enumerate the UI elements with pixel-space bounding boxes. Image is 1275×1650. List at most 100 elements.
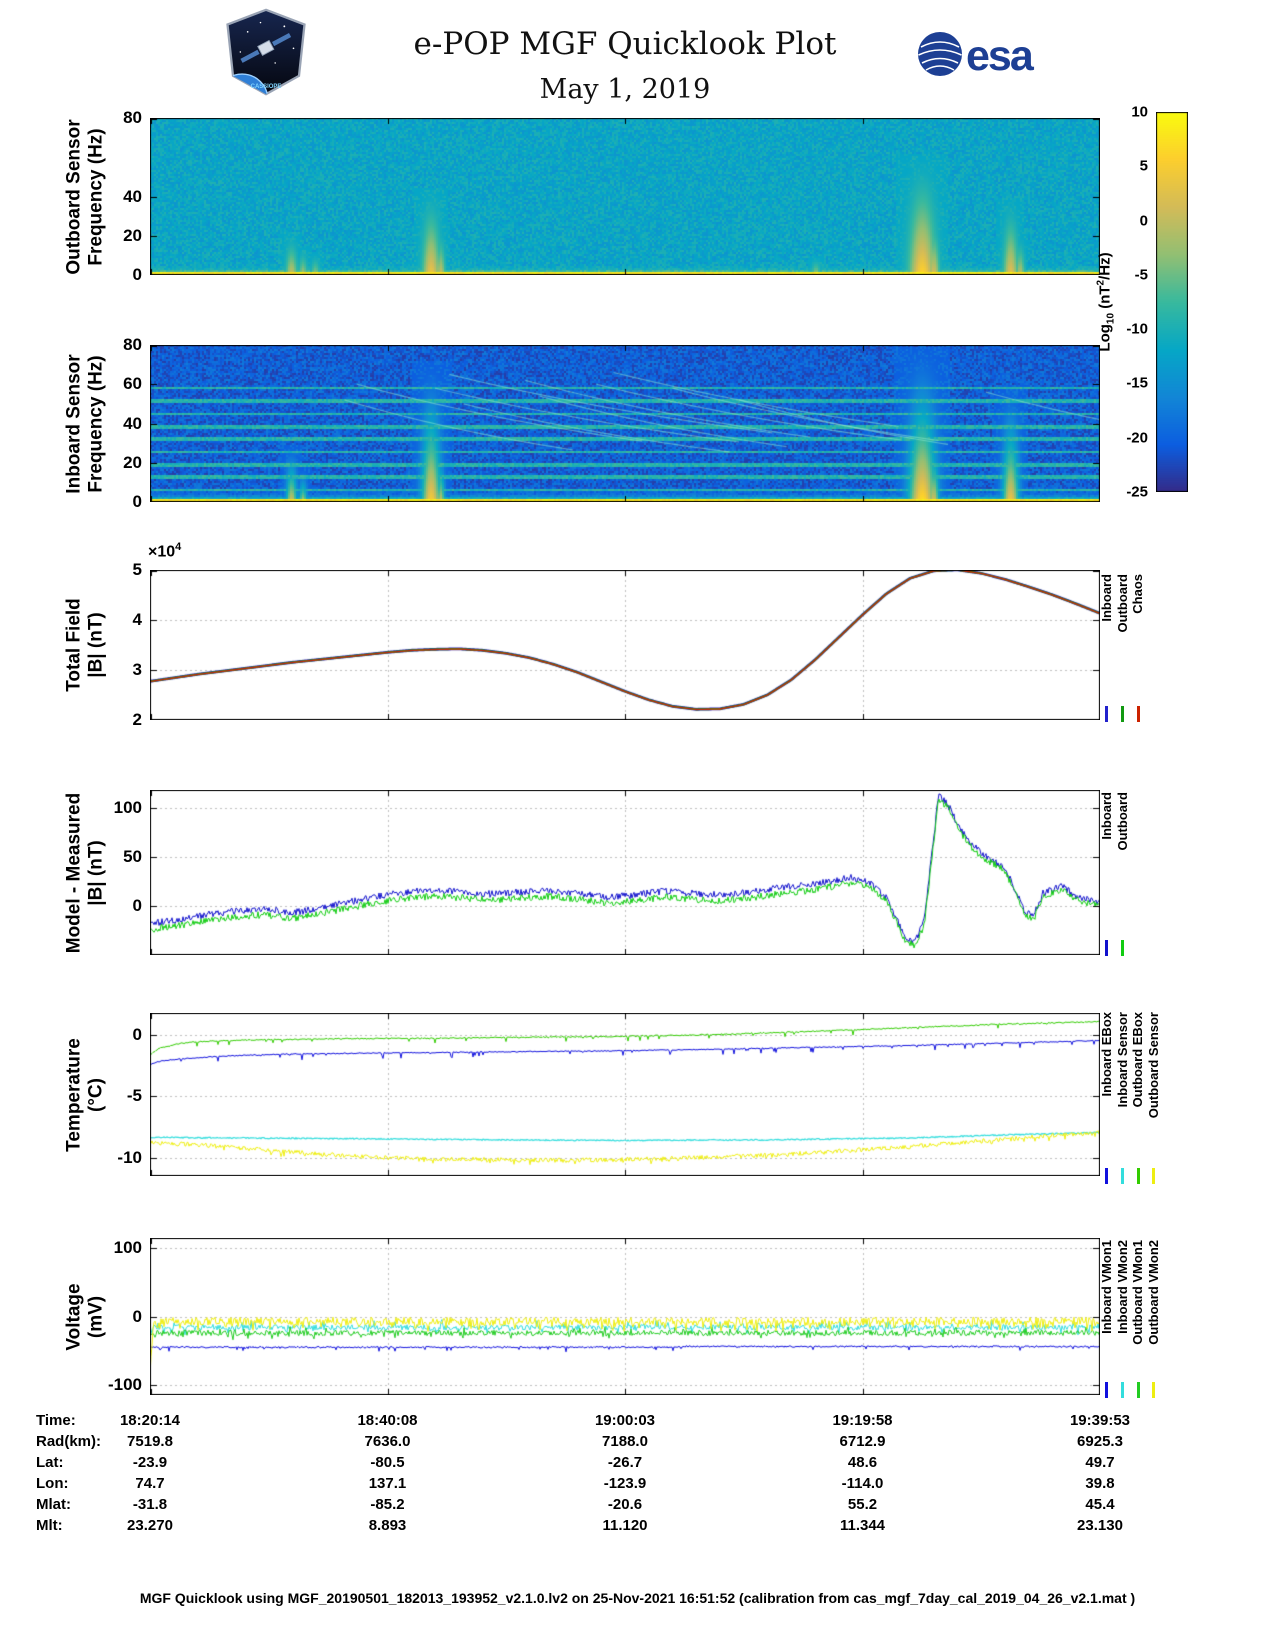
legend-item: Inboard VMon2 (1114, 1240, 1130, 1398)
y-tick-label: -10 (117, 1147, 142, 1167)
legend-line-sample (1152, 1168, 1156, 1184)
ephemeris-value: 7519.8 (127, 1433, 173, 1450)
colorbar-tick-label: 0 (1139, 212, 1148, 230)
y-tick-label: 0 (132, 492, 142, 511)
ephemeris-value: 39.8 (1085, 1475, 1115, 1492)
ephemeris-value: 11.120 (602, 1517, 648, 1534)
legend-label: Outboard (1114, 792, 1130, 851)
legend-item: Inboard (1099, 574, 1114, 722)
ephemeris-value: 11.344 (839, 1517, 886, 1534)
legend-item: Inboard VMon1 (1099, 1240, 1114, 1398)
y-tick-label: 0 (132, 895, 142, 915)
ephemeris-value: -123.9 (603, 1475, 647, 1492)
legend-item: Outboard (1115, 574, 1130, 722)
total-field-legend: Inboard Outboard Chaos (1099, 574, 1145, 722)
legend-line-sample (1105, 1382, 1109, 1398)
legend-label: Inboard EBox (1099, 1012, 1114, 1097)
y-tick-label: 50 (123, 846, 142, 866)
ephemeris-value: 23.130 (1077, 1517, 1123, 1534)
legend-line-sample (1120, 706, 1124, 722)
inboard-spectrogram-canvas (150, 345, 1100, 502)
ephemeris-value: 45.4 (1085, 1496, 1115, 1513)
legend-line-sample (1136, 1382, 1140, 1398)
footer-caption: MGF Quicklook using MGF_20190501_182013_… (139, 1590, 1136, 1606)
colorbar-tick-label: -5 (1134, 266, 1148, 284)
colorbar-tick-label: 5 (1139, 157, 1148, 175)
esa-globe-icon (918, 32, 962, 76)
legend-item: Chaos (1130, 574, 1145, 722)
ephemeris-value: -114.0 (841, 1475, 884, 1492)
voltage-canvas (150, 1238, 1100, 1395)
legend-label: Outboard VMon1 (1130, 1240, 1146, 1345)
total-field-canvas (150, 570, 1100, 720)
ephemeris-value: 18:40:08 (357, 1412, 418, 1429)
legend-line-sample (1136, 706, 1140, 722)
esa-wordmark: esa (966, 32, 1035, 80)
ephemeris-value: -26.7 (607, 1454, 643, 1471)
ephemeris-row-label: Mlat: (36, 1496, 71, 1513)
legend-label: Inboard (1099, 574, 1114, 622)
ephemeris-value: 8.893 (368, 1517, 407, 1534)
legend-item: Outboard VMon2 (1146, 1240, 1161, 1398)
legend-line-sample (1105, 1168, 1109, 1184)
colorbar (1156, 112, 1188, 492)
y-tick-label: -100 (107, 1374, 142, 1394)
y-tick-label: 40 (123, 186, 142, 206)
legend-label: Inboard VMon2 (1114, 1240, 1130, 1334)
legend-line-sample (1152, 1382, 1156, 1398)
legend-line-sample (1105, 940, 1109, 956)
ephemeris-value: -23.9 (132, 1454, 168, 1471)
ephemeris-value: 19:19:58 (832, 1412, 893, 1429)
y-tick-label: 3 (132, 660, 142, 679)
y-tick-label: 80 (123, 335, 142, 354)
ephemeris-value: 7188.0 (602, 1433, 648, 1450)
legend-item: Outboard VMon1 (1130, 1240, 1146, 1398)
ephemeris-value: 6712.9 (839, 1433, 886, 1450)
legend-item: Inboard Sensor (1114, 1012, 1130, 1184)
legend-item: Inboard (1099, 792, 1114, 956)
model-measured-canvas (150, 790, 1100, 955)
y-tick-label: 4 (132, 610, 142, 629)
ephemeris-row-label: Lat: (36, 1454, 64, 1471)
ephemeris-row-label: Time: (36, 1412, 76, 1429)
ephemeris-value: -85.2 (370, 1496, 405, 1513)
legend-label: Inboard (1099, 792, 1114, 840)
y-tick-label: 60 (123, 374, 142, 394)
ephemeris-value: 23.270 (127, 1517, 173, 1534)
voltage-legend: Inboard VMon1 Inboard VMon2 Outboard VMo… (1099, 1240, 1161, 1398)
colorbar-tick-label: -25 (1126, 483, 1148, 501)
ephemeris-value: -31.8 (132, 1496, 168, 1513)
temperature-canvas (150, 1013, 1100, 1176)
y-tick-label: 20 (123, 452, 142, 472)
outboard-spectrogram-canvas (150, 118, 1100, 275)
ephemeris-value: 49.7 (1085, 1454, 1115, 1471)
plot-title: e-POP MGF Quicklook Plot (413, 26, 837, 62)
plot-date: May 1, 2019 (539, 74, 711, 105)
cassiope-patch-text: CASSIOPE (251, 84, 282, 90)
colorbar-tick-label: -10 (1126, 320, 1148, 338)
y-tick-label: 0 (132, 1025, 142, 1045)
legend-line-sample (1105, 706, 1109, 722)
satellite-icon (240, 32, 292, 63)
model-measured-legend: Inboard Outboard (1099, 792, 1130, 956)
ephemeris-row-label: Lon: (36, 1475, 69, 1492)
ephemeris-value: 7636.0 (364, 1433, 411, 1450)
ephemeris-value: 19:00:03 (594, 1412, 656, 1429)
y-tick-label: 2 (132, 710, 142, 729)
temperature-legend: Inboard EBox Inboard Sensor Outboard EBo… (1099, 1012, 1161, 1184)
legend-label: Inboard Sensor (1114, 1012, 1130, 1108)
ephemeris-value: -80.5 (370, 1454, 405, 1471)
y-tick-label: 20 (123, 225, 142, 245)
ephemeris-value: 19:39:53 (1069, 1412, 1131, 1429)
legend-line-sample (1120, 1382, 1124, 1398)
legend-item: Outboard EBox (1130, 1012, 1145, 1184)
ephemeris-value: 6925.3 (1077, 1433, 1123, 1450)
ephemeris-value: 74.7 (135, 1475, 165, 1492)
colorbar-tick-label: -15 (1126, 374, 1148, 392)
legend-label: Inboard VMon1 (1099, 1240, 1114, 1334)
y-tick-label: 80 (123, 108, 142, 127)
legend-line-sample (1136, 1168, 1140, 1184)
ephemeris-value: 137.1 (368, 1475, 407, 1492)
y-tick-label: 40 (123, 413, 142, 433)
